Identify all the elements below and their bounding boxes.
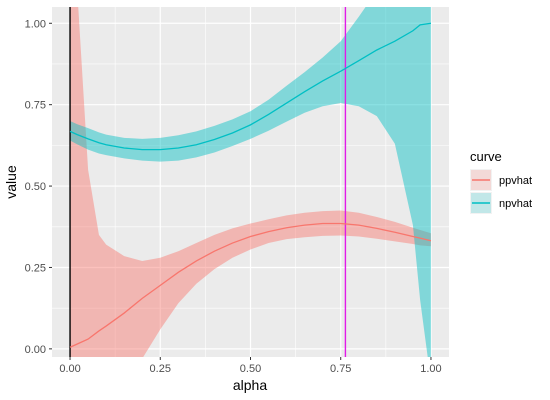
y-tick-label: 0.25 <box>25 262 46 274</box>
x-tick-label: 0.50 <box>240 363 261 375</box>
x-axis-title: alpha <box>233 377 267 393</box>
y-axis-title: value <box>3 165 19 199</box>
band-npvhat <box>70 7 431 357</box>
x-tick-label: 0.25 <box>150 363 171 375</box>
y-tick-label: 0.00 <box>25 344 46 356</box>
y-tick-label: 0.50 <box>25 181 46 193</box>
line-ppvhat <box>69 222 432 348</box>
legend-title: curve <box>470 149 502 164</box>
legend: curve ppvhat npvhat <box>470 149 532 214</box>
confidence-bands <box>70 7 431 357</box>
y-tick-label: 1.00 <box>25 18 46 30</box>
x-tick-label: 0.75 <box>330 363 351 375</box>
band-ppvhat <box>70 7 431 357</box>
legend-label-npvhat: npvhat <box>499 198 532 210</box>
x-tick-label: 1.00 <box>420 363 441 375</box>
legend-label-ppvhat: ppvhat <box>499 175 532 187</box>
line-npvhat <box>69 22 432 151</box>
x-tick-label: 0.00 <box>59 363 80 375</box>
y-axis: 0.00 0.25 0.50 0.75 1.00 <box>25 18 52 356</box>
reference-lines <box>69 7 347 357</box>
y-tick-label: 0.75 <box>25 100 46 112</box>
series-lines <box>69 22 432 348</box>
x-axis: 0.00 0.25 0.50 0.75 1.00 <box>59 357 442 375</box>
